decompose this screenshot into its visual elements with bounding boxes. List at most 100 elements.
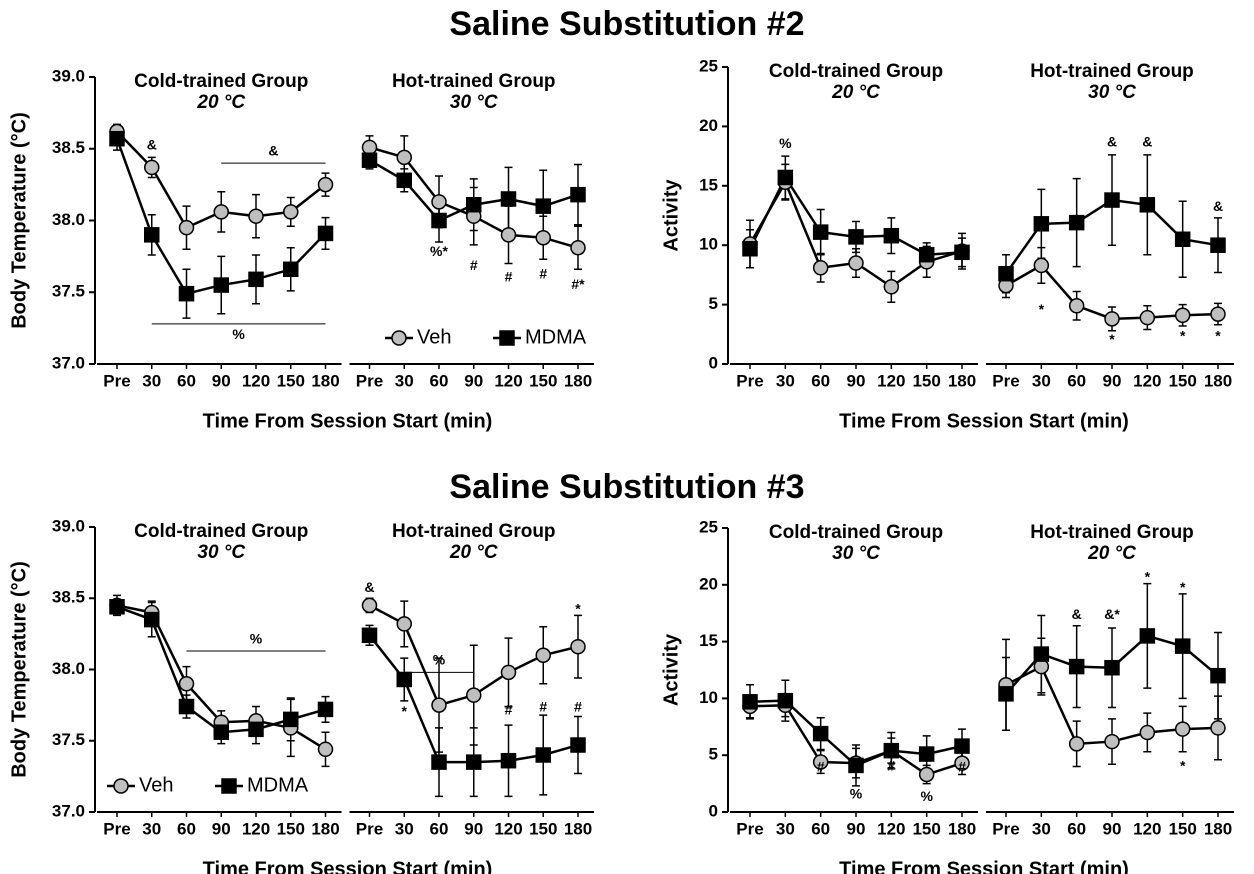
y-tick-label: 25 [699, 56, 718, 75]
data-point [848, 255, 864, 271]
x-tick-label: 60 [430, 819, 449, 838]
x-tick-label: Pre [356, 819, 383, 838]
data-point [570, 737, 586, 753]
annotation: * [1215, 327, 1221, 343]
data-point [361, 597, 378, 614]
data-point [213, 204, 229, 220]
data-point [1068, 298, 1085, 314]
x-tick-label: 90 [464, 819, 483, 838]
y-tick-label: 0 [709, 353, 718, 372]
x-tick-label: Pre [103, 371, 130, 390]
panel-title: Hot-trained Group [392, 521, 556, 542]
data-point [144, 159, 160, 176]
x-tick-label: Pre [736, 819, 763, 838]
x-tick-label: 180 [948, 819, 976, 838]
y-tick-label: 38.0 [52, 210, 85, 229]
x-tick-label: Pre [992, 819, 1019, 838]
data-point [500, 752, 517, 769]
x-tick-label: 30 [142, 819, 161, 838]
x-tick-label: 150 [529, 371, 557, 390]
x-tick-label: 120 [877, 371, 905, 390]
data-point [248, 208, 264, 224]
annotation: & [147, 137, 157, 153]
x-tick-label: 180 [1204, 371, 1232, 390]
panel-title: Cold-trained Group [769, 61, 943, 82]
annotation: & [1142, 134, 1152, 150]
data-point [466, 196, 482, 213]
annotation: # [470, 257, 478, 273]
data-point [954, 738, 970, 754]
data-point [777, 169, 794, 186]
data-point [848, 229, 864, 245]
x-tick-label: 120 [242, 819, 270, 838]
x-axis-label: Time From Session Start (min) [203, 858, 493, 874]
annotation: & [364, 579, 374, 595]
x-tick-label: 120 [1133, 371, 1161, 390]
data-point [396, 616, 412, 632]
x-tick-label: 30 [395, 371, 414, 390]
x-tick-label: 90 [212, 819, 231, 838]
data-point [1139, 309, 1156, 326]
data-point [466, 754, 482, 770]
section-heading: Saline Substitution #2 [449, 5, 804, 43]
data-point [883, 227, 900, 244]
x-axis-label: Time From Session Start (min) [203, 410, 493, 432]
annotation: * [1039, 301, 1045, 317]
annotation: %* [430, 243, 448, 259]
legend-marker [499, 330, 515, 346]
annotation: % [433, 652, 446, 668]
annotation: % [850, 786, 863, 802]
x-tick-label: 60 [177, 819, 196, 838]
data-point [535, 647, 551, 663]
data-point [535, 747, 551, 763]
panel-title: Hot-trained Group [1030, 522, 1194, 543]
panel-title: Hot-trained Group [1030, 61, 1194, 82]
annotation: % [920, 788, 933, 804]
annotation: # [505, 702, 513, 718]
annotation: #* [571, 276, 585, 292]
data-point [742, 694, 758, 710]
y-tick-label: 5 [709, 745, 718, 764]
data-point [1139, 724, 1156, 741]
x-tick-label: 150 [912, 371, 940, 390]
x-axis-label: Time From Session Start (min) [839, 858, 1129, 874]
annotation: % [779, 135, 792, 151]
data-point [283, 261, 299, 278]
data-point [742, 241, 758, 257]
y-axis-label: Activity [660, 633, 682, 706]
y-tick-label: 37.5 [52, 730, 85, 749]
x-tick-label: 90 [847, 371, 866, 390]
data-point [500, 191, 517, 207]
annotation: # [574, 699, 582, 715]
data-point [918, 766, 935, 783]
x-tick-label: 60 [430, 371, 449, 390]
data-point [248, 271, 264, 288]
data-point [1174, 721, 1191, 737]
annotation: * [402, 703, 408, 719]
y-axis-label: Activity [660, 179, 682, 252]
data-point [178, 676, 195, 692]
annotation: & [1213, 198, 1223, 214]
data-point [283, 204, 299, 220]
data-point [1033, 257, 1050, 274]
panel-subtitle: 20 °C [196, 92, 245, 113]
annotation: * [575, 600, 581, 616]
x-tick-label: 90 [464, 371, 483, 390]
annotation: & [1107, 134, 1117, 150]
panel-title: Hot-trained Group [392, 71, 556, 92]
data-point [777, 692, 794, 709]
panel-subtitle: 20 °C [1087, 543, 1136, 564]
data-point [954, 755, 970, 771]
y-tick-label: 39.0 [52, 516, 85, 535]
x-tick-label: 150 [912, 819, 940, 838]
y-tick-label: 10 [699, 688, 718, 707]
y-tick-label: 38.5 [52, 588, 85, 607]
data-point [570, 240, 586, 256]
data-point [500, 664, 517, 681]
data-point [1210, 720, 1226, 736]
data-point [1210, 237, 1226, 253]
data-point [570, 186, 586, 203]
y-tick-label: 20 [699, 574, 718, 593]
